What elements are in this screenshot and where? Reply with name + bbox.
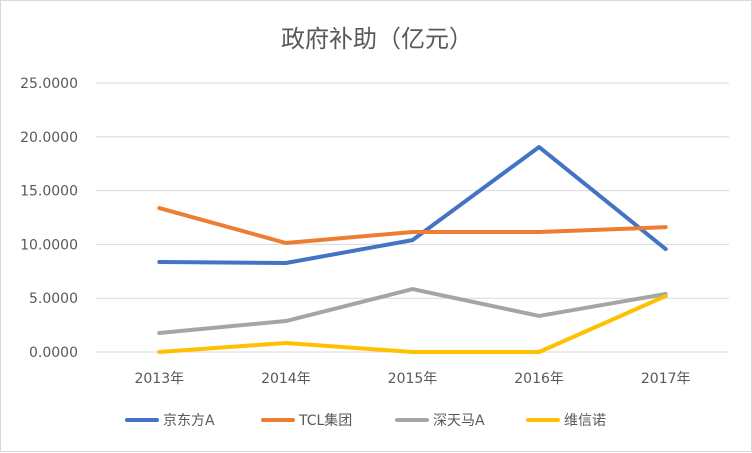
- legend-label: 维信诺: [564, 413, 606, 429]
- series-line-0: [157, 145, 668, 266]
- y-tick-label: 25.0000: [20, 76, 78, 92]
- legend-label: TCL集团: [298, 412, 352, 429]
- x-tick-label: 2015年: [388, 371, 438, 387]
- y-tick-label: 10.0000: [20, 237, 78, 253]
- x-tick-label: 2014年: [261, 371, 311, 387]
- y-tick-label: 15.0000: [20, 184, 78, 200]
- series-line-2: [157, 287, 668, 335]
- legend-label: 深天马A: [433, 413, 485, 429]
- series-line-1: [157, 206, 668, 246]
- x-tick-label: 2016年: [514, 371, 564, 387]
- chart-title: 政府补助（亿元）: [281, 25, 473, 53]
- x-tick-label: 2017年: [641, 371, 691, 387]
- y-tick-label: 0.0000: [29, 345, 78, 361]
- legend-label: 京东方A: [163, 413, 215, 429]
- y-tick-label: 20.0000: [20, 130, 78, 146]
- x-tick-label: 2013年: [134, 371, 184, 387]
- series-line-3: [157, 294, 668, 354]
- y-tick-label: 5.0000: [29, 291, 78, 307]
